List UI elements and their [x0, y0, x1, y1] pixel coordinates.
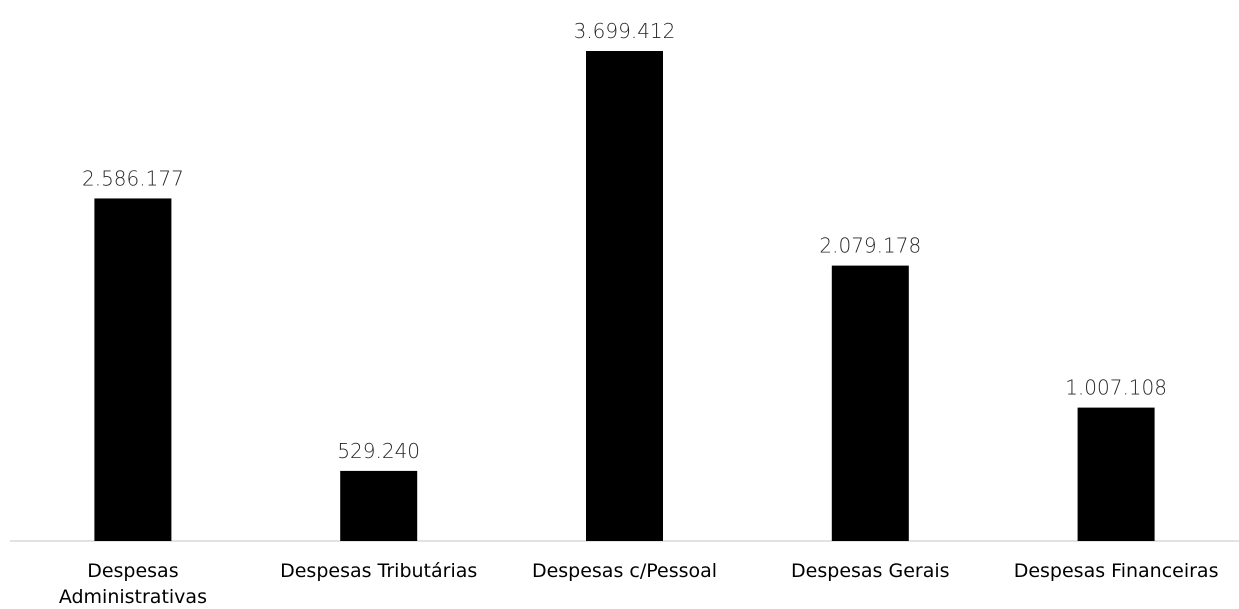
category-label-5: Despesas Financeiras — [1014, 560, 1219, 582]
data-label-5: 1.007.108 — [1065, 376, 1167, 400]
data-label-3: 3.699.412 — [574, 19, 676, 43]
category-label-2: Despesas Tributárias — [280, 560, 477, 582]
category-label-1-line-2: Administrativas — [59, 586, 207, 608]
bar-2 — [340, 470, 418, 541]
category-labels-group: Despesas Administrativas Despesas Tributár… — [59, 560, 1219, 608]
data-label-4: 2.079.178 — [819, 234, 921, 258]
data-label-2: 529.240 — [337, 439, 420, 463]
bar-4 — [831, 265, 909, 541]
category-label-3: Despesas c/Pessoal — [532, 560, 717, 582]
bars-group — [94, 51, 1155, 542]
category-label-1-line-1: Despesas — [87, 560, 178, 582]
bar-3 — [586, 51, 663, 541]
data-label-1: 2.586.177 — [82, 166, 184, 190]
bar-5 — [1077, 407, 1155, 541]
data-labels-group: 2.586.177 529.240 3.699.412 2.079.178 1.007.… — [82, 19, 1167, 463]
bar-1 — [94, 198, 172, 542]
category-label-4: Despesas Gerais — [791, 560, 950, 582]
